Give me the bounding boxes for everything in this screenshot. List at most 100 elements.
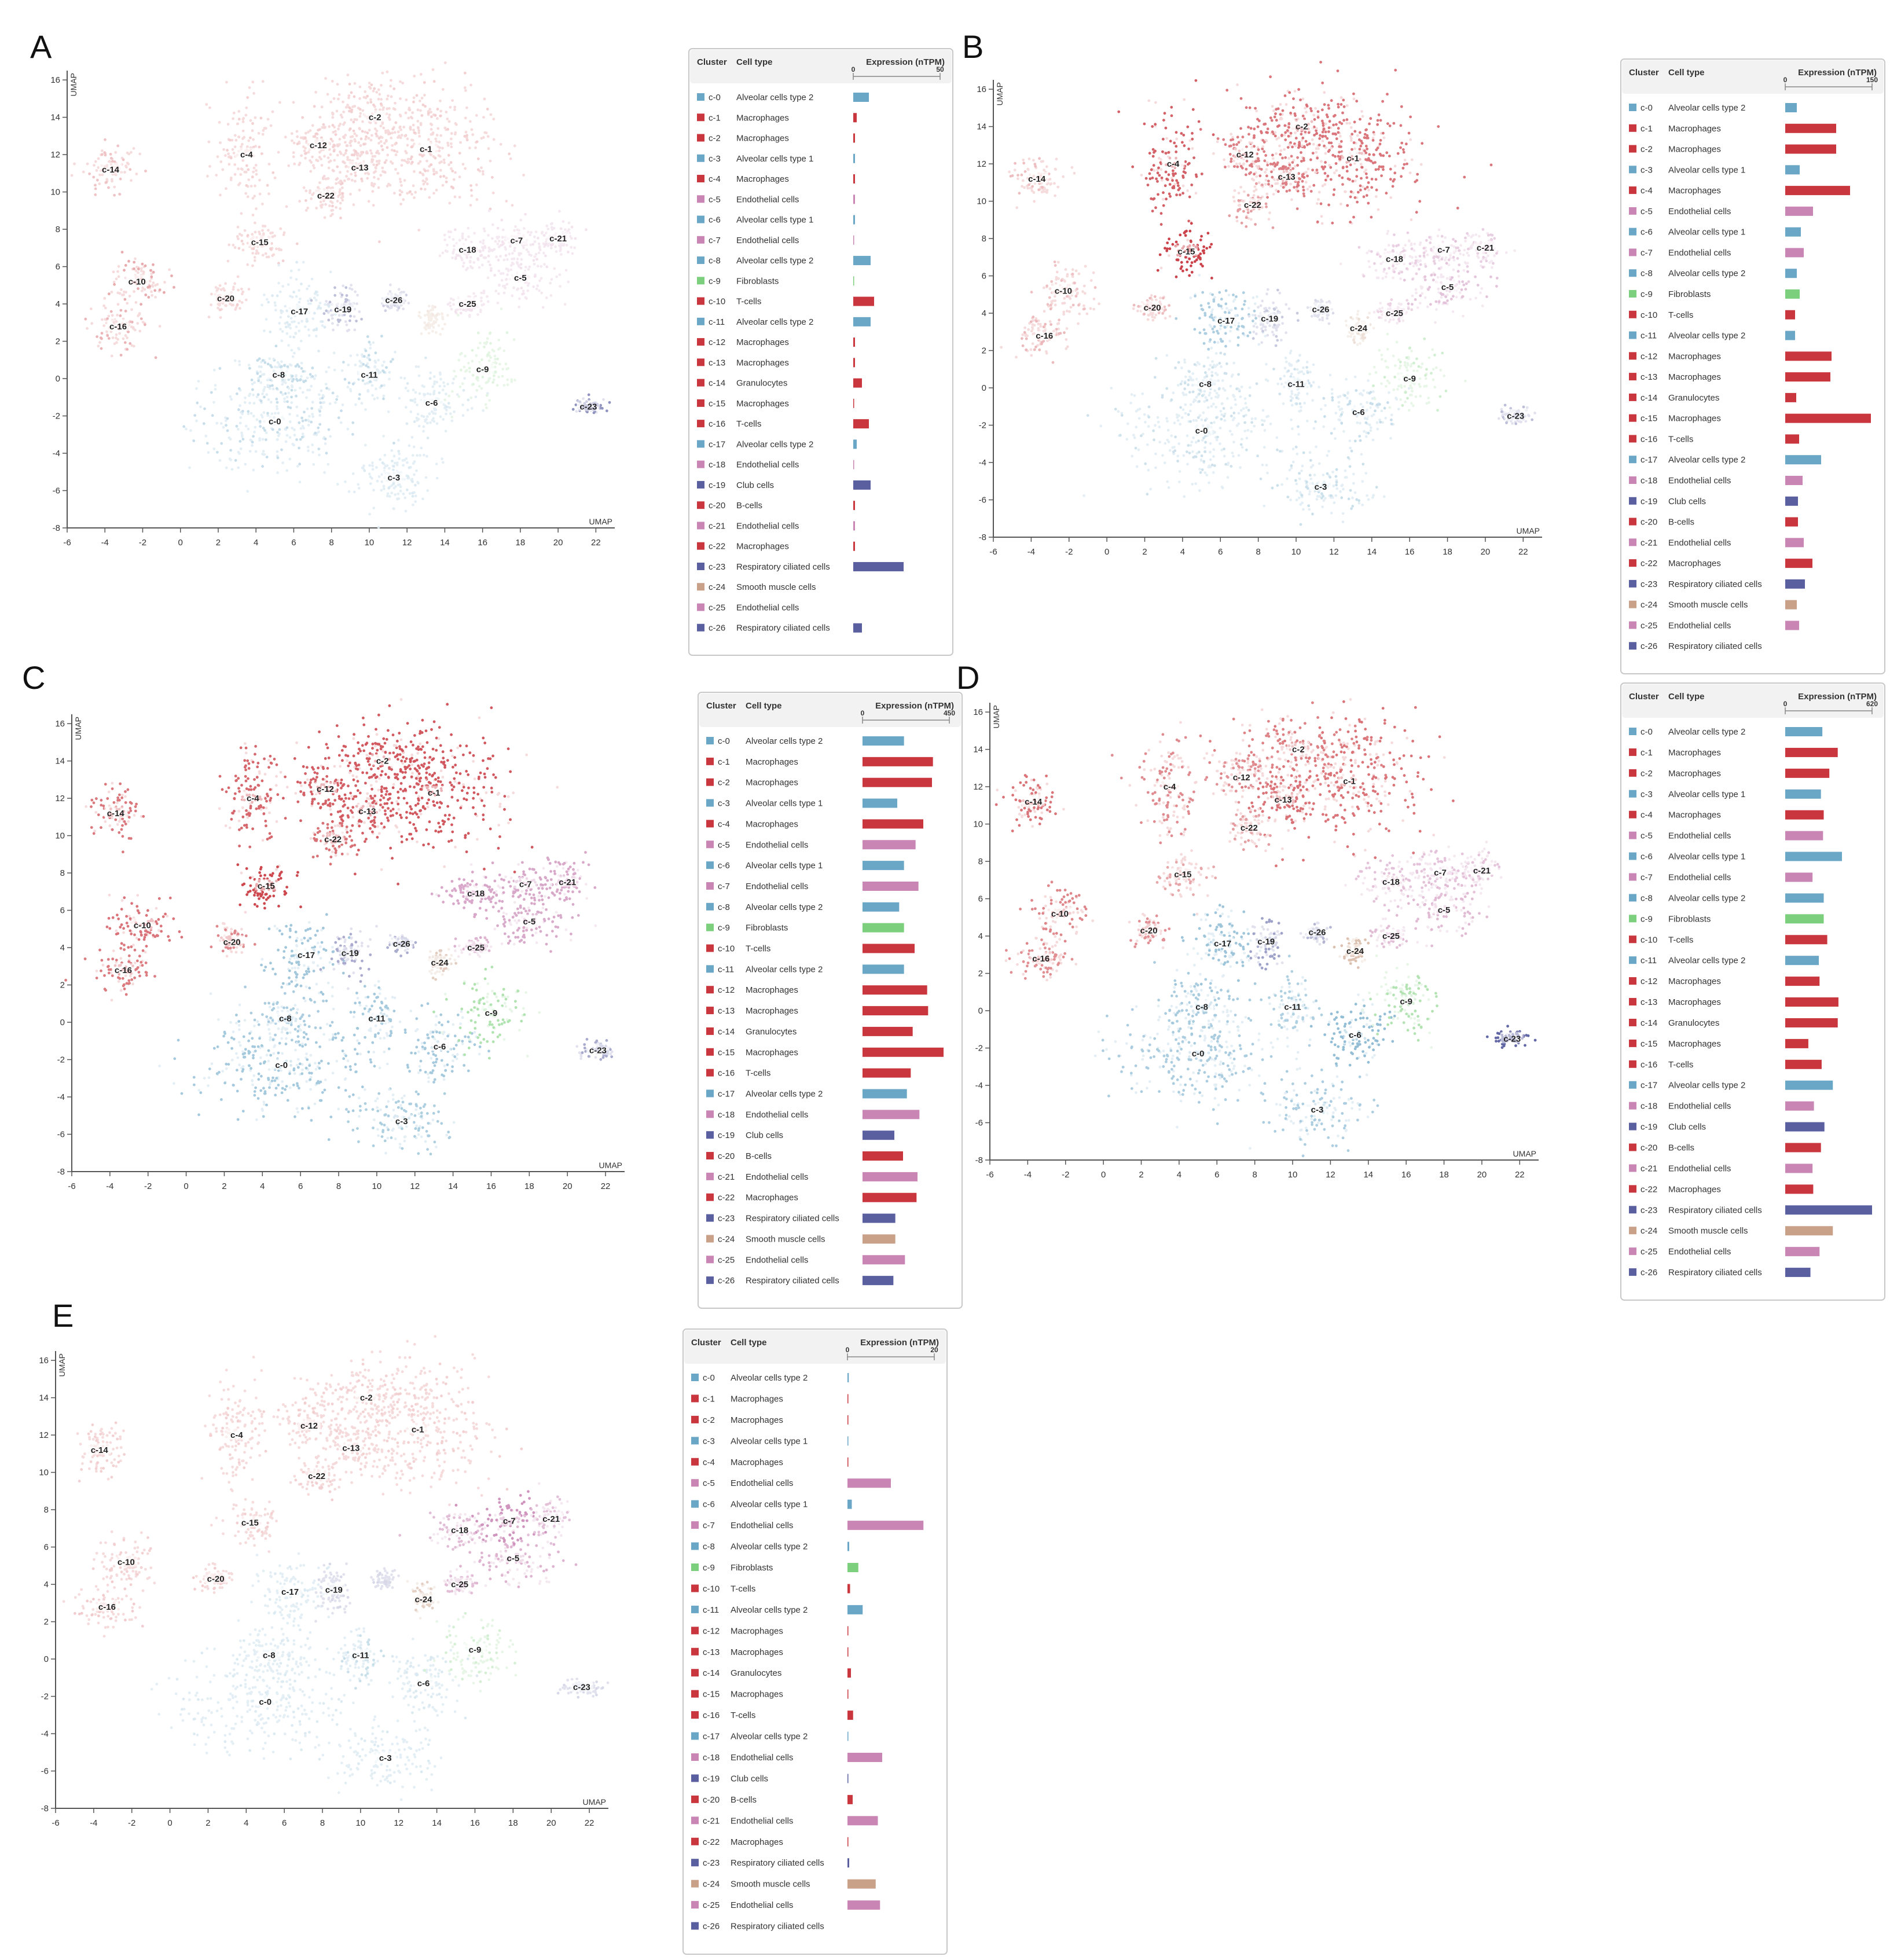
cluster-points-expr bbox=[1101, 961, 1346, 1125]
cluster-label-bg bbox=[1233, 147, 1257, 159]
cluster-color-swatch bbox=[706, 1069, 714, 1077]
x-tick-label: 22 bbox=[601, 1181, 611, 1191]
row-cell-type: Fibroblasts bbox=[731, 1563, 773, 1573]
cluster-label: c-6 bbox=[417, 1679, 430, 1689]
x-tick-label: -4 bbox=[90, 1818, 97, 1828]
cluster-color-swatch bbox=[691, 1816, 699, 1825]
x-axis-title: UMAP bbox=[1517, 526, 1540, 535]
table-row: c-19 Club cells bbox=[1629, 1122, 1825, 1132]
cluster-points-expr bbox=[260, 913, 351, 996]
scale-min-label: 0 bbox=[861, 709, 865, 717]
cluster-label: c-24 bbox=[1346, 946, 1364, 956]
expression-bar bbox=[847, 1521, 924, 1530]
expression-bar bbox=[1785, 351, 1832, 361]
expression-bar bbox=[847, 1794, 853, 1804]
cluster-label-bg bbox=[270, 1058, 293, 1070]
table-row: c-25 Endothelial cells bbox=[706, 1255, 905, 1265]
row-cell-type: Endothelial cells bbox=[736, 603, 799, 612]
cluster-label-bg bbox=[1398, 371, 1422, 383]
table-row: c-5 Endothelial cells bbox=[1629, 831, 1823, 841]
row-cell-type: Endothelial cells bbox=[1668, 538, 1731, 548]
row-cluster-id: c-25 bbox=[709, 603, 725, 612]
y-tick-label: -6 bbox=[41, 1767, 49, 1777]
umap-scatter: -6 -4 -2 0 2 4 6 8 10 12 14 16 18 20 22-8-6-4-20246810… bbox=[973, 698, 1539, 1180]
cluster-label: c-22 bbox=[308, 1471, 325, 1481]
cluster-points-expr bbox=[226, 96, 275, 187]
cluster-label: c-7 bbox=[503, 1516, 516, 1526]
row-cell-type: Respiratory ciliated cells bbox=[746, 1214, 839, 1224]
cluster-label-bg bbox=[238, 1515, 262, 1528]
expression-bar bbox=[863, 923, 904, 933]
cluster-label: c-18 bbox=[1386, 255, 1403, 265]
row-cell-type: Alveolar cells type 2 bbox=[731, 1542, 808, 1552]
row-cell-type: Alveolar cells type 2 bbox=[1668, 103, 1745, 113]
row-cluster-id: c-10 bbox=[718, 944, 735, 954]
cluster-color-swatch bbox=[691, 1859, 699, 1867]
row-cluster-id: c-20 bbox=[1641, 1143, 1657, 1153]
x-tick-label: -4 bbox=[1027, 547, 1035, 557]
cluster-label-bg bbox=[1190, 1000, 1214, 1012]
cluster-label: c-15 bbox=[241, 1518, 259, 1528]
expression-bar bbox=[863, 1006, 929, 1016]
umap-scatter: -6 -4 -2 0 2 4 6 8 10 12 14 16 18 20 22-8-6-4-20246810… bbox=[39, 1335, 610, 1828]
table-row: c-17 Alveolar cells type 2 bbox=[706, 1089, 907, 1099]
x-tick-label: -6 bbox=[986, 1170, 993, 1180]
row-cluster-id: c-14 bbox=[1641, 1018, 1657, 1028]
cluster-label: c-12 bbox=[317, 784, 334, 794]
y-tick-label: -2 bbox=[41, 1692, 49, 1702]
expression-bar bbox=[847, 1394, 849, 1404]
cluster-color-swatch bbox=[706, 820, 714, 828]
cluster-color-swatch bbox=[706, 757, 714, 765]
cluster-color-swatch bbox=[1629, 1018, 1636, 1026]
cluster-points-bg bbox=[376, 1624, 461, 1731]
y-tick-label: 8 bbox=[56, 225, 60, 234]
table-row: c-21 Endothelial cells bbox=[1629, 1163, 1813, 1173]
row-cluster-id: c-15 bbox=[1641, 414, 1657, 424]
table-row: c-22 Macrophages bbox=[706, 1192, 917, 1203]
x-tick-label: 20 bbox=[546, 1818, 556, 1828]
expression-bar bbox=[1785, 538, 1804, 548]
x-tick-label: 18 bbox=[508, 1818, 518, 1828]
expression-bar bbox=[847, 1711, 853, 1720]
cluster-label-bg bbox=[1140, 300, 1164, 313]
expression-bar bbox=[1785, 1018, 1838, 1027]
y-tick-label: 10 bbox=[977, 197, 986, 207]
x-tick-label: 6 bbox=[1218, 547, 1223, 557]
x-tick-label: 6 bbox=[1214, 1170, 1219, 1180]
table-row: c-7 Endothelial cells bbox=[697, 235, 854, 245]
header-expression: Expression (nTPM) bbox=[1798, 68, 1877, 78]
row-cluster-id: c-24 bbox=[703, 1880, 720, 1889]
scale-max-label: 620 bbox=[1866, 700, 1878, 708]
row-cluster-id: c-5 bbox=[703, 1478, 715, 1488]
row-cluster-id: c-14 bbox=[703, 1668, 720, 1678]
cluster-points-expr bbox=[538, 851, 597, 902]
cluster-points-expr bbox=[1252, 288, 1300, 347]
cluster-points-expr bbox=[1407, 849, 1470, 897]
row-cluster-id: c-15 bbox=[703, 1690, 720, 1700]
y-tick-label: 2 bbox=[982, 346, 986, 356]
cluster-label-bg bbox=[1194, 377, 1217, 389]
cluster-label-bg bbox=[501, 1551, 525, 1563]
cluster-color-swatch bbox=[691, 1605, 699, 1613]
row-cell-type: Macrophages bbox=[746, 778, 798, 788]
x-tick-label: 18 bbox=[516, 538, 526, 548]
cluster-label-bg bbox=[225, 1428, 248, 1440]
table-row: c-6 Alveolar cells type 1 bbox=[706, 861, 904, 871]
expression-bar bbox=[863, 944, 915, 953]
y-tick-label: -6 bbox=[57, 1130, 65, 1140]
table-row: c-8 Alveolar cells type 2 bbox=[691, 1541, 849, 1552]
row-cluster-id: c-22 bbox=[1641, 1184, 1657, 1194]
cluster-points-bg bbox=[1344, 860, 1435, 903]
cluster-label-bg bbox=[355, 804, 379, 816]
cluster-color-swatch bbox=[1629, 621, 1636, 629]
table-row: c-20 B-cells bbox=[697, 501, 855, 511]
row-cell-type: Endothelial cells bbox=[731, 1478, 793, 1488]
table-row: c-23 Respiratory ciliated cells bbox=[697, 561, 904, 572]
y-tick-label: 6 bbox=[982, 271, 986, 281]
cluster-color-swatch bbox=[1629, 414, 1636, 422]
table-row: c-12 Macrophages bbox=[706, 985, 927, 995]
cluster-label: c-22 bbox=[1241, 823, 1258, 833]
cluster-label-bg bbox=[1051, 284, 1075, 296]
cluster-label: c-2 bbox=[376, 757, 389, 766]
row-cell-type: Macrophages bbox=[746, 1006, 798, 1016]
